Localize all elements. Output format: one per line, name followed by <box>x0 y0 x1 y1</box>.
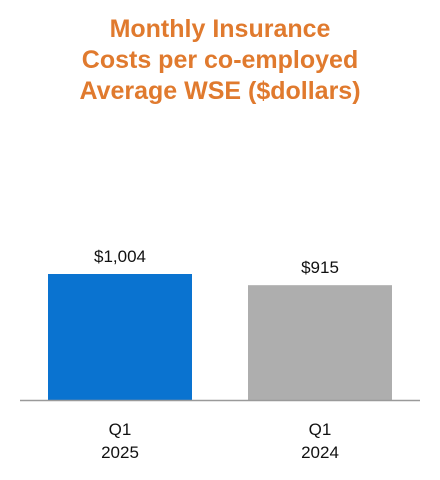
x-tick-label-0-line2: 2025 <box>101 443 139 462</box>
bar-0 <box>48 274 192 400</box>
chart-title: Monthly Insurance Costs per co-employed … <box>0 14 440 107</box>
data-label-0: $1,004 <box>94 247 146 266</box>
chart-title-line-2: Costs per co-employed <box>81 46 359 74</box>
bar-1 <box>248 285 392 400</box>
chart-title-line-1: Monthly Insurance <box>109 15 331 43</box>
x-tick-label-1-line1: Q1 <box>309 420 332 439</box>
x-tick-label-1-line2: 2024 <box>301 443 339 462</box>
x-tick-label-0-line1: Q1 <box>109 420 132 439</box>
data-label-1: $915 <box>301 258 339 277</box>
chart-title-line-3: Average WSE ($dollars) <box>79 77 361 105</box>
